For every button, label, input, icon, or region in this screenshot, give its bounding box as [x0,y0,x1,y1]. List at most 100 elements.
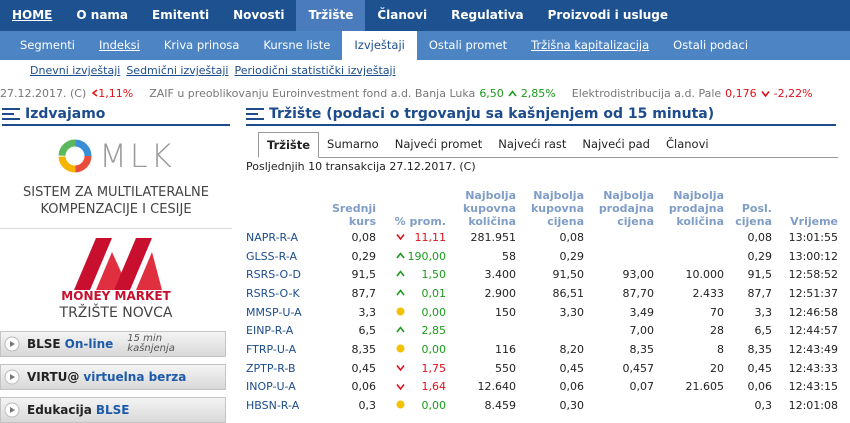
report-link[interactable]: Sedmični izvještaji [126,64,229,77]
bid-cell: 3,30 [559,305,585,319]
money-market-banner[interactable]: MONEY MARKET TRŽIŠTE NOVCA [0,234,232,321]
mlk-logo: MLK [0,136,232,176]
button-label: BLSE [27,337,61,351]
last-cell: 6,5 [754,324,773,338]
symbol-cell[interactable]: RSRS-O-D [246,268,301,282]
ticker-index-value: 1,11% [98,86,134,100]
money-market-text: MONEY MARKET [61,289,171,303]
ask-qty-cell: 21.605 [685,380,725,394]
ticker-item[interactable]: ZAIF u preoblikovanju Euroinvestment fon… [149,87,556,100]
change-cell: 0,00 [378,303,448,322]
report-link[interactable]: Periodični statistički izvještaji [234,64,396,77]
symbol-cell[interactable]: FTRP-U-A [246,342,297,356]
main-nav-link[interactable]: Emitenti [152,8,210,22]
bid-cell: 0,08 [559,230,585,244]
last-cell: 87,7 [747,286,773,300]
symbol-cell[interactable]: NAPR-R-A [246,230,299,244]
empty-cell [586,247,656,266]
sub-nav-link[interactable]: Ostali promet [428,38,508,52]
trend-icon [396,270,405,277]
market-tab[interactable]: Tržište [258,132,320,158]
market-tab[interactable]: Najveći rast [498,137,567,151]
change-value: 0,00 [421,342,447,356]
bid-cell: 0,29 [559,249,585,263]
trend-icon [396,326,405,333]
symbol-cell[interactable]: RSRS-O-K [246,286,300,300]
button-accent: virtuelna berza [83,370,187,384]
main-nav-link[interactable]: Tržište [296,0,366,31]
sub-nav-link[interactable]: Ostali podaci [673,38,749,52]
avg-cell: 87,7 [351,286,377,300]
mlk-banner[interactable]: MLK SISTEM ZA MULTILATERALNE KOMPENZACIJ… [0,136,232,228]
symbol-cell[interactable]: GLSS-R-A [246,249,298,263]
ask-qty-cell: 20 [710,361,724,375]
ticker-item[interactable]: Elektrodistribucija a.d. Pale 0,176 -2,22% [572,87,813,100]
header-cell: Najbolja kupovna cijena [530,189,584,228]
money-market-caption: TRŽIŠTE NOVCA [59,305,173,321]
change-value: 1,75 [421,361,447,375]
sub-nav-link[interactable]: Segmenti [20,38,75,52]
symbol-cell[interactable]: EINP-R-A [246,324,294,338]
symbol-cell[interactable]: MMSP-U-A [246,305,302,319]
play-icon [4,369,20,385]
change-cell: 0,01 [378,284,448,303]
arrow-icon [92,88,98,97]
ticker-index-change: 1,11% [92,87,133,100]
bid-qty-cell: 116 [495,342,516,356]
avg-cell: 0,45 [351,361,377,375]
bid-qty-cell: 2.900 [484,286,517,300]
symbol-cell[interactable]: HBSN-R-A [246,399,300,413]
time-cell: 12:43:49 [788,342,838,356]
sub-nav-link[interactable]: Tržišna kapitalizacija [531,38,650,52]
sidebar-button[interactable]: Edukacija BLSE [0,397,226,423]
bid-cell: 8,20 [559,342,585,356]
main-nav-link[interactable]: HOME [12,8,53,22]
main-nav-link[interactable]: Novosti [233,8,285,22]
market-tab[interactable]: Najveći promet [394,137,483,151]
market-tab[interactable]: Članovi [665,137,709,151]
ask-qty-cell: 10.000 [685,268,725,282]
ask-cell: 87,70 [622,286,655,300]
change-cell: 1,75 [378,359,448,378]
sub-nav-link[interactable]: Kursne liste [263,38,331,52]
button-label: Edukacija [27,403,92,417]
change-value: 11,11 [414,230,447,244]
time-cell: 12:51:37 [788,286,838,300]
ask-cell: 0,07 [629,380,655,394]
play-icon [4,336,20,352]
trend-icon [396,251,405,259]
symbol-cell[interactable]: INOP-U-A [246,380,296,394]
ask-cell: 7,00 [629,324,655,338]
last-cell: 0,3 [754,399,773,413]
sub-nav-link[interactable]: Izvještaji [342,31,417,60]
table-row: FTRP-U-A 8,35 0,00 116 8,20 8,35 8 8,35 12:43:49 [244,340,840,359]
table-row: INOP-U-A 0,06 1,64 12.640 0,06 0,07 21.605 0,06… [244,378,840,397]
avg-cell: 0,06 [351,380,377,394]
ask-qty-cell: 28 [710,324,724,338]
time-cell: 13:00:12 [788,249,838,263]
market-tab[interactable]: Najveći pad [582,137,650,151]
ticker-date: 27.12.2017. (C) [0,86,87,100]
report-link[interactable]: Dnevni izvještaji [30,64,121,77]
bid-cell: 0,45 [559,361,585,375]
avg-cell: 0,08 [351,230,377,244]
change-cell: 11,11 [378,228,448,247]
change-value: 1,50 [421,268,447,282]
sidebar-button[interactable]: BLSE On-line 15 min kašnjenja [0,331,226,357]
bid-qty-cell: 12.640 [477,380,517,394]
sub-nav-link[interactable]: Kriva prinosa [163,38,240,52]
header-cell: Najbolja kupovna količina [462,189,516,228]
main-nav-link[interactable]: Proizvodi i usluge [547,8,668,22]
symbol-cell[interactable]: ZPTP-R-B [246,361,296,375]
market-tab[interactable]: Sumarno [327,137,379,151]
empty-cell [656,228,726,247]
main-nav-link[interactable]: Članovi [377,8,428,22]
sub-nav-link[interactable]: Indeksi [98,38,140,52]
heading-icon [2,108,20,120]
main-nav-link[interactable]: Regulativa [451,8,524,22]
main-nav-link[interactable]: O nama [76,8,129,22]
trend-icon [396,383,405,390]
table-row: NAPR-R-A 0,08 11,11 281.951 0,08 0,08 13:01:55 [244,228,840,247]
mlk-logo-text: MLK [99,137,175,175]
sidebar-button[interactable]: VIRTU@ virtuelna berza [0,364,226,390]
